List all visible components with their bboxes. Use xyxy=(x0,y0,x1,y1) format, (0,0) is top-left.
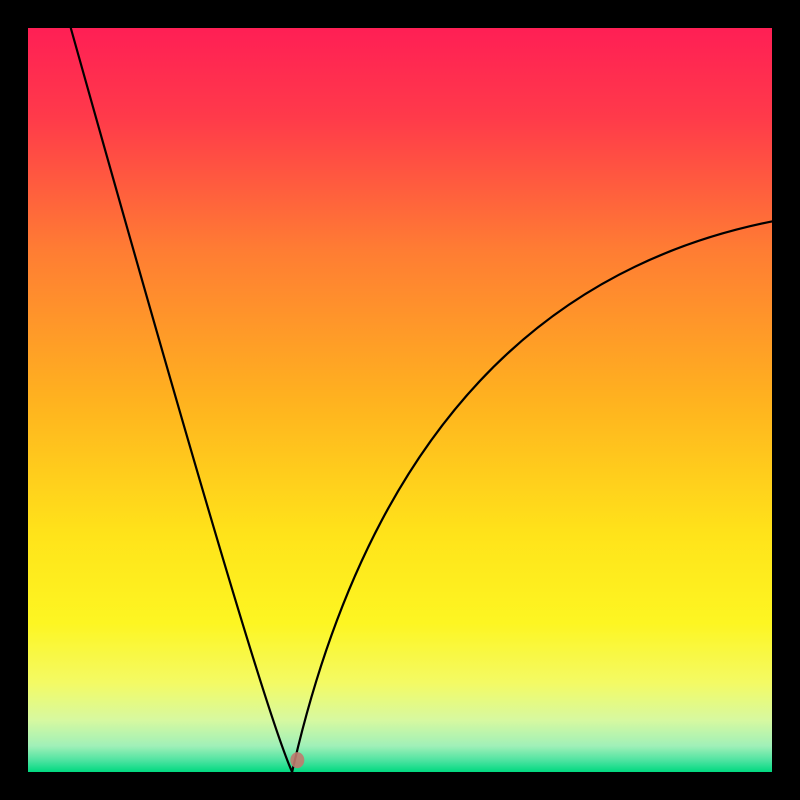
optimal-point-marker xyxy=(290,752,304,768)
bottleneck-chart xyxy=(0,0,800,800)
chart-gradient-bg xyxy=(28,28,772,772)
chart-stage: TheBottleneck.com xyxy=(0,0,800,800)
